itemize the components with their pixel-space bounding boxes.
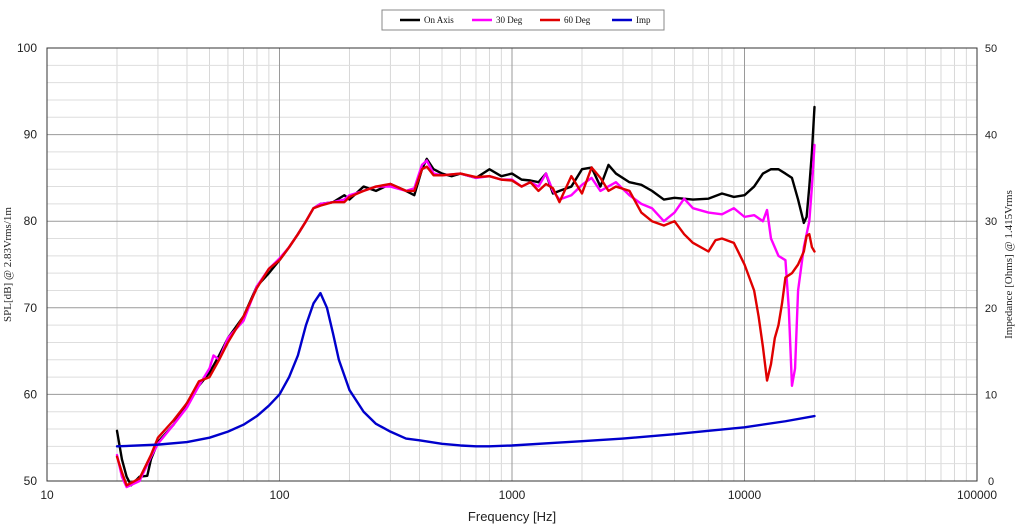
series-line-imp <box>115 291 816 448</box>
x-axis-title: Frequency [Hz] <box>468 509 556 524</box>
x-tick-label: 100000 <box>957 488 997 502</box>
legend-box <box>381 9 665 31</box>
legend: On Axis 30 Deg 60 Deg Imp <box>381 9 665 31</box>
x-tick-labels: 10 100 1000 10000 100000 <box>40 488 997 502</box>
y-tick-label: 90 <box>24 128 38 142</box>
y-tick-label: 60 <box>24 387 38 401</box>
y-tick-label: 70 <box>24 301 38 315</box>
y-tick-label: 80 <box>24 214 38 228</box>
y2-tick-label: 40 <box>985 130 997 142</box>
x-tick-label: 10 <box>40 488 54 502</box>
y2-axis-title: Impedance [Ohms] @ 1.415Vrms <box>1003 190 1015 339</box>
y-axis-title: SPL[dB] @ 2.83Vrms/1m <box>2 207 14 322</box>
y2-tick-label: 30 <box>985 216 997 228</box>
y2-tick-labels: 0 10 20 30 40 50 <box>985 43 997 488</box>
legend-label-on-axis: On Axis <box>424 15 454 25</box>
y2-tick-label: 0 <box>988 476 994 488</box>
x-tick-label: 1000 <box>499 488 526 502</box>
x-tick-label: 100 <box>269 488 289 502</box>
y-tick-label: 50 <box>24 474 38 488</box>
legend-label-imp: Imp <box>636 15 651 25</box>
y2-tick-label: 50 <box>985 43 997 55</box>
y2-tick-label: 10 <box>985 389 997 401</box>
series-line-60-deg <box>115 165 816 487</box>
y2-tick-label: 20 <box>985 303 997 315</box>
legend-label-30-deg: 30 Deg <box>496 15 523 25</box>
y-tick-label: 100 <box>17 41 37 55</box>
x-tick-label: 10000 <box>728 488 762 502</box>
legend-label-60-deg: 60 Deg <box>564 15 591 25</box>
series-layer <box>115 105 816 489</box>
series-line-30-deg <box>115 143 816 489</box>
plot-frame <box>46 47 978 482</box>
y-tick-labels: 50 60 70 80 90 100 <box>17 41 37 488</box>
